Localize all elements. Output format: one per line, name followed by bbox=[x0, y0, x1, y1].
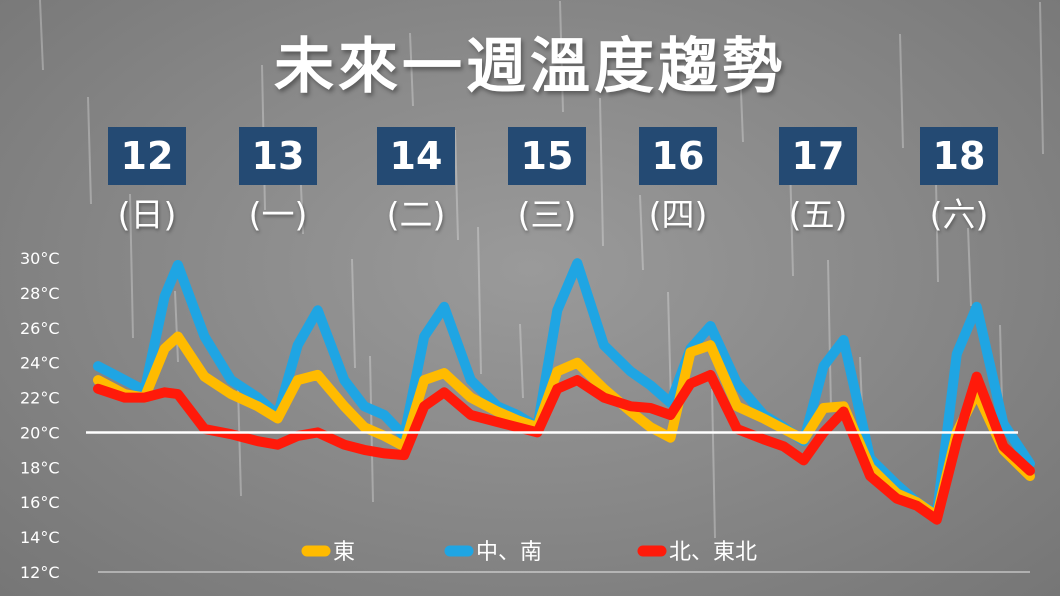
rain-streak bbox=[129, 193, 134, 339]
rain-streak bbox=[599, 97, 604, 247]
day-name: (日) bbox=[117, 195, 177, 234]
y-tick-label: 28°C bbox=[20, 284, 60, 303]
day-header: 17 (五) bbox=[768, 127, 868, 235]
day-name: (一) bbox=[248, 195, 308, 234]
day-header: 16 (四) bbox=[628, 127, 728, 235]
rain-streak bbox=[639, 194, 644, 271]
legend-label: 北、東北 bbox=[669, 540, 757, 565]
rain-streak bbox=[174, 290, 179, 363]
rain-streak bbox=[39, 0, 44, 71]
y-tick-label: 24°C bbox=[20, 354, 60, 373]
rain-streak bbox=[827, 259, 832, 411]
day-number: 17 bbox=[779, 127, 857, 185]
legend-label: 中、南 bbox=[476, 540, 542, 565]
rain-streak bbox=[237, 387, 242, 497]
day-number: 18 bbox=[920, 127, 998, 185]
day-header: 15 (三) bbox=[497, 127, 597, 235]
day-name: (五) bbox=[788, 195, 848, 234]
legend-label: 東 bbox=[333, 540, 355, 565]
day-number: 13 bbox=[239, 127, 317, 185]
y-tick-label: 18°C bbox=[20, 458, 60, 477]
y-tick-label: 16°C bbox=[20, 493, 60, 512]
day-name: (六) bbox=[929, 195, 989, 234]
y-tick-label: 30°C bbox=[20, 249, 60, 268]
rain-streak bbox=[739, 65, 744, 143]
day-header: 14 (二) bbox=[366, 127, 466, 235]
rain-streak bbox=[409, 32, 414, 107]
day-header: 18 (六) bbox=[909, 127, 1009, 235]
rain-streak bbox=[519, 323, 524, 399]
day-header: 12 (日) bbox=[97, 127, 197, 235]
day-number: 15 bbox=[508, 127, 586, 185]
y-tick-label: 26°C bbox=[20, 319, 60, 338]
day-header: 13 (一) bbox=[228, 127, 328, 235]
y-tick-label: 14°C bbox=[20, 528, 60, 547]
chart-title: 未來一週溫度趨勢 bbox=[274, 32, 786, 102]
series-line-3 bbox=[93, 369, 1035, 525]
y-tick-label: 20°C bbox=[20, 423, 60, 442]
rain-streak bbox=[899, 33, 904, 149]
rain-streak bbox=[967, 227, 972, 307]
day-number: 14 bbox=[377, 127, 455, 185]
rain-streak bbox=[454, 129, 459, 241]
day-name: (四) bbox=[648, 195, 708, 234]
rain-streak bbox=[559, 0, 564, 113]
day-name: (三) bbox=[517, 195, 577, 234]
rain-streak bbox=[1039, 1, 1044, 155]
y-tick-label: 22°C bbox=[20, 389, 60, 408]
y-tick-label: 12°C bbox=[20, 563, 60, 582]
rain-streak bbox=[351, 258, 356, 369]
rain-streak bbox=[87, 96, 92, 205]
day-number: 12 bbox=[108, 127, 186, 185]
day-number: 16 bbox=[639, 127, 717, 185]
rain-streak bbox=[667, 291, 672, 405]
rain-streak bbox=[477, 226, 482, 375]
rain-streak bbox=[711, 388, 716, 539]
day-name: (二) bbox=[386, 195, 446, 234]
